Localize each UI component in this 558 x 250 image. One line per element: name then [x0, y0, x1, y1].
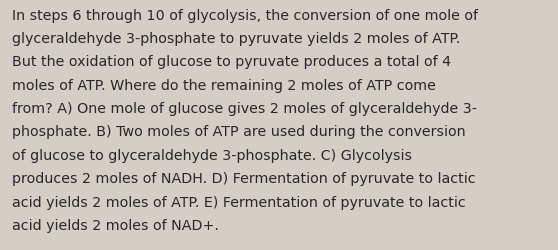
Text: phosphate. B) Two moles of ATP are used during the conversion: phosphate. B) Two moles of ATP are used …: [12, 125, 466, 139]
Text: In steps 6 through 10 of glycolysis, the conversion of one mole of: In steps 6 through 10 of glycolysis, the…: [12, 9, 478, 23]
Text: from? A) One mole of glucose gives 2 moles of glyceraldehyde 3-: from? A) One mole of glucose gives 2 mol…: [12, 102, 477, 116]
Text: acid yields 2 moles of ATP. E) Fermentation of pyruvate to lactic: acid yields 2 moles of ATP. E) Fermentat…: [12, 195, 466, 209]
Text: glyceraldehyde 3-phosphate to pyruvate yields 2 moles of ATP.: glyceraldehyde 3-phosphate to pyruvate y…: [12, 32, 461, 46]
Text: moles of ATP. Where do the remaining 2 moles of ATP come: moles of ATP. Where do the remaining 2 m…: [12, 78, 436, 92]
Text: acid yields 2 moles of NAD+.: acid yields 2 moles of NAD+.: [12, 218, 219, 232]
Text: of glucose to glyceraldehyde 3-phosphate. C) Glycolysis: of glucose to glyceraldehyde 3-phosphate…: [12, 148, 412, 162]
Text: But the oxidation of glucose to pyruvate produces a total of 4: But the oxidation of glucose to pyruvate…: [12, 55, 451, 69]
Text: produces 2 moles of NADH. D) Fermentation of pyruvate to lactic: produces 2 moles of NADH. D) Fermentatio…: [12, 172, 476, 185]
